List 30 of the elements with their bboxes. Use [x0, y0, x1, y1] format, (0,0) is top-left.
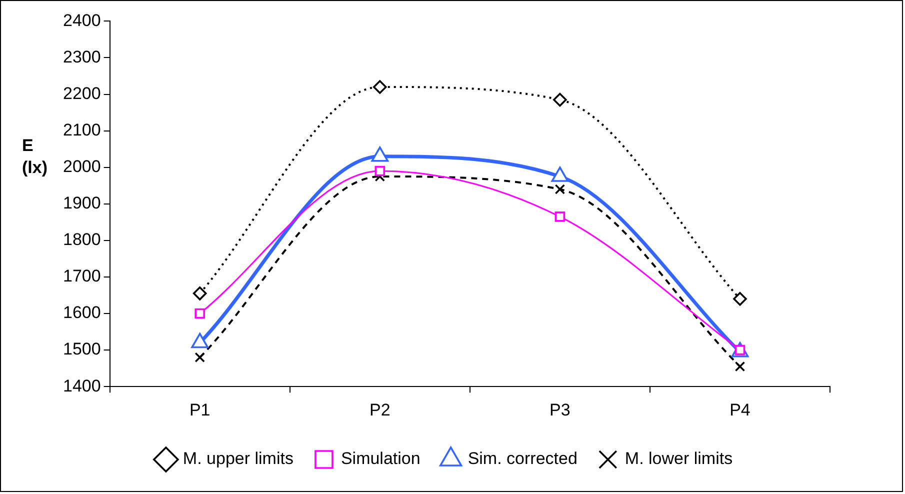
y-tick-label: 1800	[62, 230, 101, 250]
point	[374, 166, 386, 176]
point	[554, 184, 566, 194]
point	[733, 292, 747, 306]
y-tick-label: 1500	[62, 340, 101, 359]
y-tick-label: 2000	[62, 157, 101, 176]
x-tick-label: P1	[189, 400, 210, 420]
y-axis-title: E (lx)	[22, 135, 48, 179]
y-tick-label: 1400	[62, 376, 101, 396]
point	[194, 352, 205, 363]
point	[734, 361, 746, 372]
x-tick-label: P3	[550, 400, 570, 420]
legend-label: Simulation	[340, 449, 420, 468]
y-tick-label: 2300	[62, 47, 101, 66]
y-tick-label: 1700	[62, 266, 101, 286]
x-tick-label: P2	[369, 400, 390, 420]
point	[554, 212, 566, 222]
y-tick-label: 2400	[62, 10, 101, 30]
point	[372, 80, 387, 94]
y-tick-label: 2100	[62, 120, 101, 140]
legend-label: M. upper limits	[182, 449, 294, 468]
y-tick-label: 2200	[62, 84, 101, 103]
y-tick-label: 1900	[62, 194, 101, 213]
y-tick-label: 1600	[62, 303, 101, 322]
point	[194, 308, 205, 319]
point	[192, 286, 207, 300]
legend-label: Sim. corrected	[468, 449, 578, 468]
legend-label: M. lower limits	[624, 449, 733, 468]
point	[553, 92, 567, 107]
x-tick-label: P4	[730, 400, 750, 420]
